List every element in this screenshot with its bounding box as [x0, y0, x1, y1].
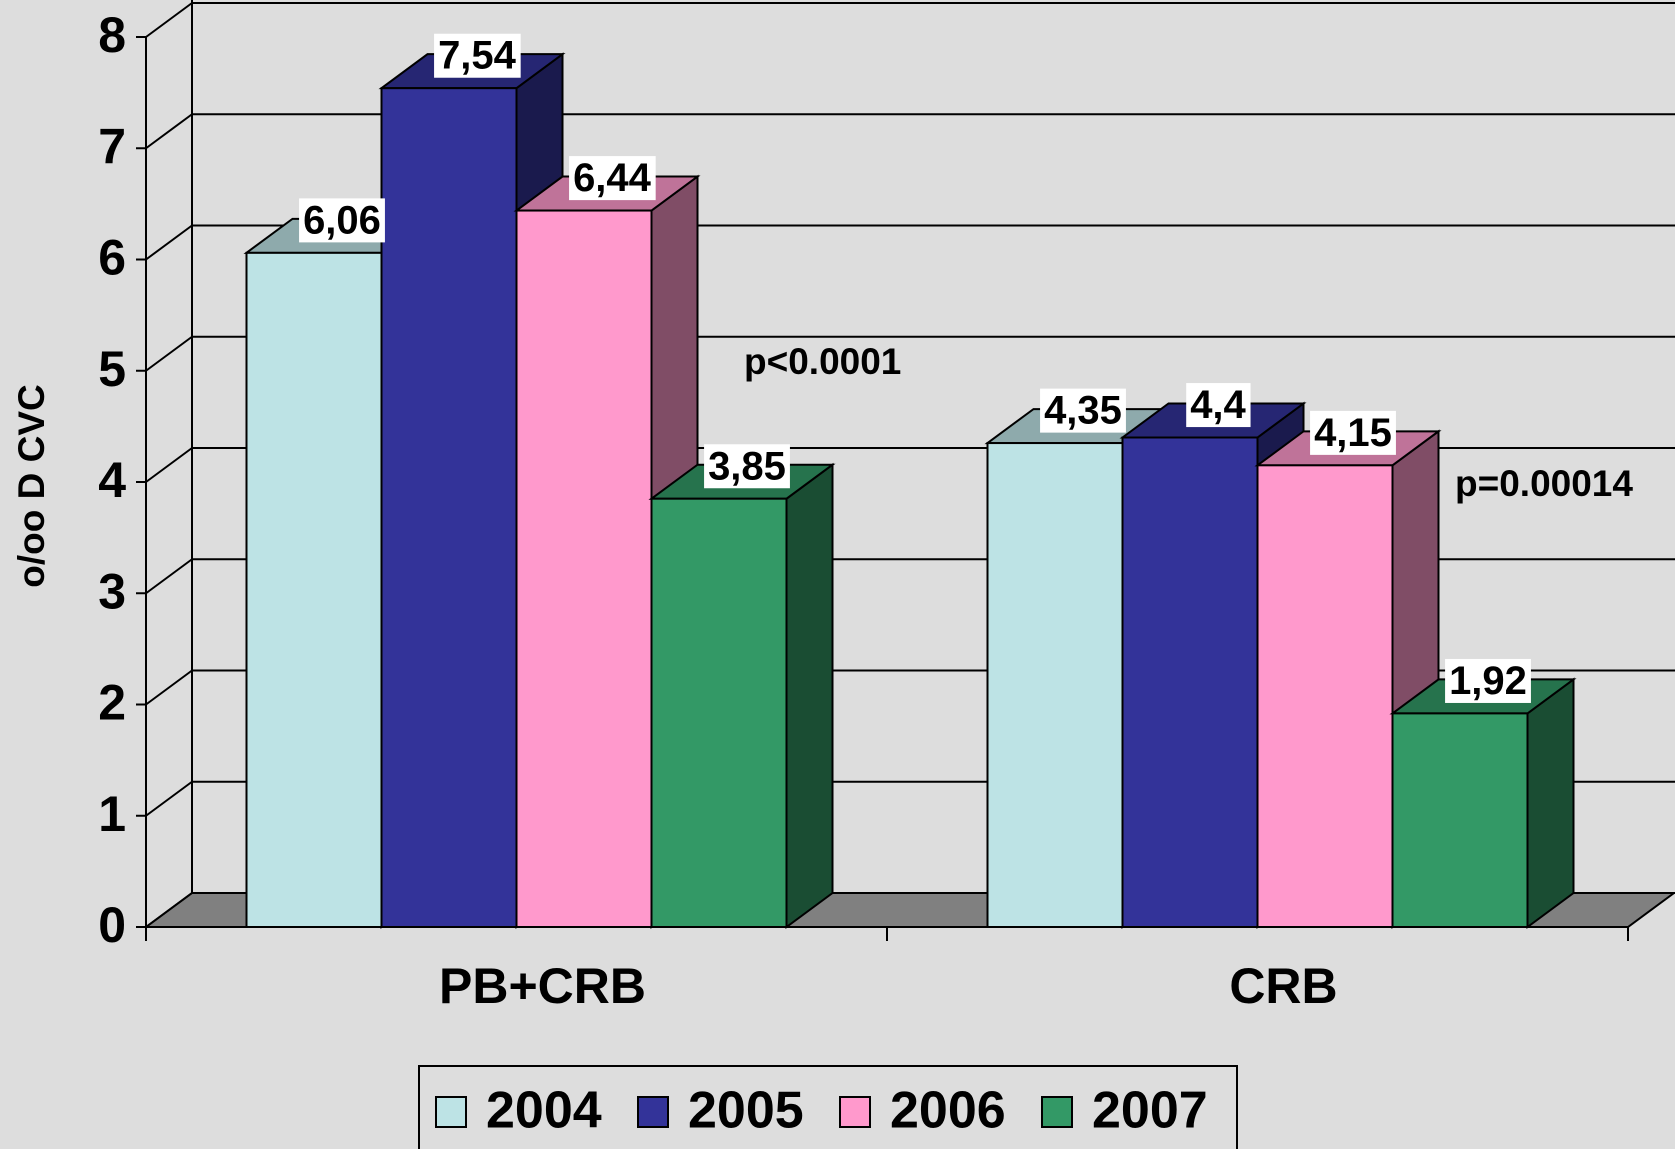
bar: [1256, 464, 1394, 928]
legend-swatch: [435, 1096, 467, 1128]
y-tick-label: 1: [98, 786, 126, 842]
y-tick-label: 2: [98, 675, 126, 731]
grid-line-depth: [145, 2, 193, 38]
grid-line-depth: [145, 335, 193, 372]
x-tick-label: CRB: [1229, 958, 1337, 1014]
value-label: 6,44: [573, 156, 652, 200]
bar: [1391, 712, 1529, 929]
grid-line-depth: [145, 892, 193, 928]
annotation: p<0.0001: [744, 341, 901, 382]
value-label-bg: [704, 444, 790, 489]
bar: [515, 209, 653, 929]
bar: [245, 251, 383, 928]
value-label-bg: [434, 33, 521, 78]
grid-line-depth: [145, 558, 193, 595]
legend-swatch: [839, 1096, 871, 1128]
grid-line-depth: [145, 224, 193, 261]
y-axis-label: o/oo D CVC: [11, 384, 52, 587]
grid-line-depth: [145, 669, 193, 706]
value-label: 4,35: [1044, 389, 1122, 433]
y-tick-label: 5: [98, 341, 126, 397]
value-label: 1,92: [1449, 659, 1527, 703]
y-tick-label: 6: [98, 230, 126, 286]
grid-line-depth: [145, 780, 193, 817]
legend-box: [418, 1065, 1238, 1149]
y-tick-label: 7: [98, 118, 126, 174]
value-label-bg: [1445, 658, 1531, 703]
value-label: 4,4: [1190, 383, 1246, 427]
grid-line-depth: [145, 113, 193, 150]
grid-line-depth: [145, 447, 193, 483]
y-tick-label: 4: [98, 452, 126, 508]
legend-swatch: [637, 1096, 669, 1128]
bar: [380, 87, 518, 929]
legend-label: 2005: [688, 1082, 804, 1140]
bar: [1121, 436, 1259, 928]
annotation: p=0.00014: [1455, 463, 1633, 504]
legend-label: 2004: [486, 1082, 602, 1140]
legend-label: 2006: [890, 1082, 1006, 1140]
x-tick-label: PB+CRB: [439, 958, 646, 1014]
value-label-bg: [1040, 388, 1126, 433]
bar-side: [785, 462, 834, 929]
value-label-bg: [299, 198, 385, 243]
value-label-bg: [1186, 383, 1251, 428]
y-tick-label: 3: [98, 563, 126, 619]
value-label: 4,15: [1314, 411, 1392, 455]
y-tick-label: 8: [98, 7, 126, 63]
bar: [986, 442, 1124, 928]
bar-side: [1526, 677, 1575, 929]
value-label: 6,06: [303, 198, 381, 242]
legend-swatch: [1041, 1096, 1073, 1128]
legend-label: 2007: [1092, 1082, 1208, 1140]
y-tick-label: 0: [98, 897, 126, 953]
value-label-bg: [1310, 410, 1396, 455]
value-label: 7,54: [438, 34, 517, 78]
bar: [650, 497, 788, 928]
value-label-bg: [569, 156, 656, 201]
value-label: 3,85: [708, 444, 786, 488]
